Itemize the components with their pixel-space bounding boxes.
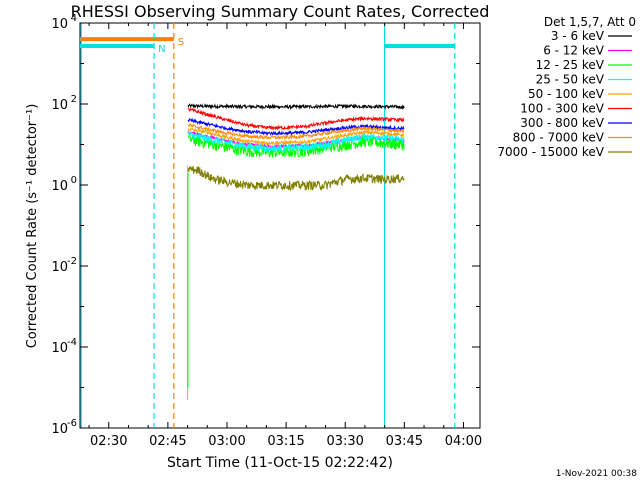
y-tick-label: 10 <box>51 17 68 32</box>
legend-entry-label: 800 - 7000 keV <box>513 131 605 145</box>
chart-title: RHESSI Observing Summary Count Rates, Co… <box>71 2 490 21</box>
plot-frame <box>79 22 481 429</box>
legend-entry-label: 6 - 12 keV <box>543 44 605 58</box>
series-line-0 <box>187 102 405 111</box>
series-layer <box>187 102 405 400</box>
x-tick-label: 02:30 <box>90 434 127 449</box>
y-tick-exponent: 0 <box>71 175 77 186</box>
y-tick-exponent: -4 <box>67 337 77 348</box>
y-tick-label: 10 <box>51 260 68 275</box>
legend-entry-label: 100 - 300 keV <box>520 102 604 116</box>
y-tick-exponent: 2 <box>71 94 77 105</box>
x-tick-label: 03:15 <box>267 434 304 449</box>
series-line-4 <box>188 127 405 147</box>
status-bar-layer: SN <box>80 37 455 55</box>
y-tick-exponent: -6 <box>67 418 77 429</box>
y-tick-label: 10 <box>51 422 68 437</box>
x-axis-label: Start Time (11-Oct-15 02:22:42) <box>167 455 393 471</box>
x-tick-label: 03:00 <box>208 434 245 449</box>
x-tick-label: 03:45 <box>386 434 423 449</box>
y-tick-exponent: 4 <box>71 13 77 24</box>
legend-entry-label: 50 - 100 keV <box>528 87 605 101</box>
x-tick-label: 02:45 <box>149 434 186 449</box>
legend-title: Det 1,5,7, Att 0 <box>544 15 636 29</box>
series-line-5 <box>187 107 405 131</box>
series-line-2 <box>187 132 405 158</box>
legend-entry-label: 3 - 6 keV <box>551 29 605 43</box>
legend-entry-label: 25 - 50 keV <box>536 73 605 87</box>
series-line-3 <box>187 131 405 154</box>
status-bar-label: S <box>178 37 184 48</box>
y-tick-label: 10 <box>51 179 68 194</box>
series-line-8 <box>187 165 405 192</box>
y-tick-exponent: -2 <box>67 256 77 267</box>
legend-entry-label: 7000 - 15000 keV <box>497 145 604 159</box>
vertical-marker-layer <box>80 23 456 428</box>
y-axis-label: Corrected Count Rate (s⁻¹ detector⁻¹) <box>25 104 40 349</box>
footer-timestamp: 1-Nov-2021 00:38 <box>556 469 638 479</box>
legend-entry-label: 300 - 800 keV <box>520 116 604 130</box>
y-tick-label: 10 <box>51 98 68 113</box>
y-tick-label: 10 <box>51 341 68 356</box>
x-tick-label: 03:30 <box>326 434 363 449</box>
legend-entry-label: 12 - 25 keV <box>536 58 605 72</box>
status-bar-label: N <box>158 44 165 55</box>
series-line-7 <box>187 122 405 141</box>
x-tick-label: 04:00 <box>445 434 482 449</box>
